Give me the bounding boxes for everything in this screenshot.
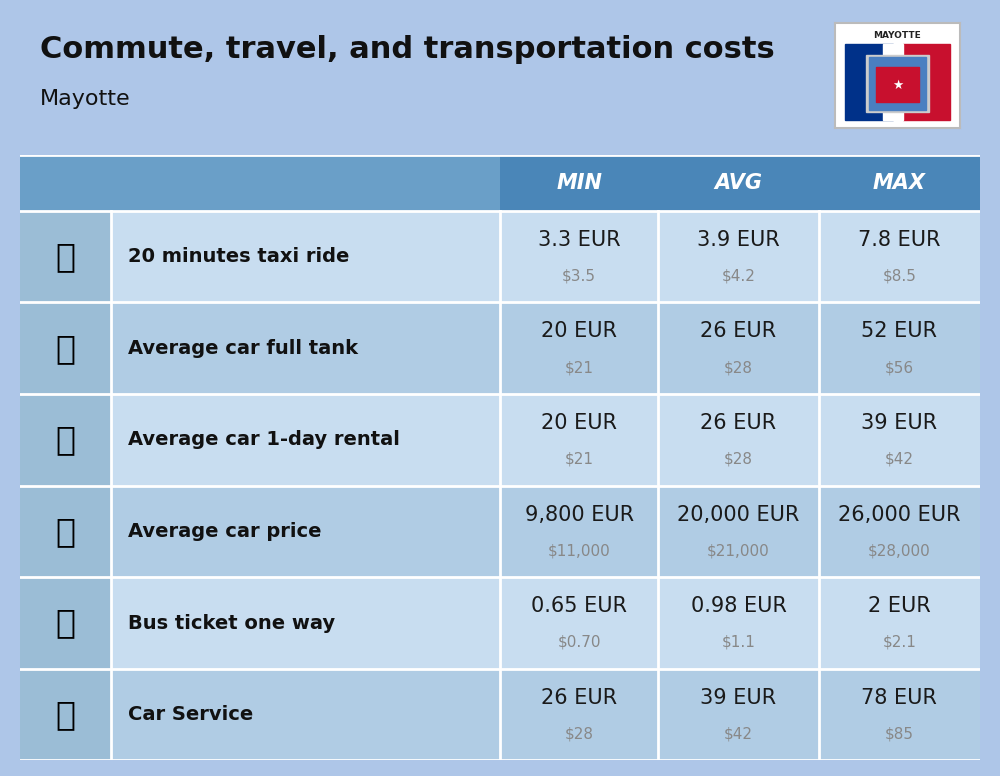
- Text: 3.9 EUR: 3.9 EUR: [697, 230, 780, 250]
- Text: $28: $28: [724, 360, 753, 375]
- Text: 🚕: 🚕: [56, 241, 76, 273]
- Text: 78 EUR: 78 EUR: [861, 688, 937, 708]
- FancyBboxPatch shape: [111, 486, 980, 577]
- Text: MAYOTTE: MAYOTTE: [874, 31, 921, 40]
- Text: $3.5: $3.5: [562, 268, 596, 283]
- Text: $1.1: $1.1: [722, 635, 755, 650]
- Text: $28,000: $28,000: [868, 543, 931, 559]
- Text: $2.1: $2.1: [882, 635, 916, 650]
- Text: 26 EUR: 26 EUR: [700, 321, 777, 341]
- Text: 2 EUR: 2 EUR: [868, 596, 931, 616]
- Text: $11,000: $11,000: [548, 543, 611, 559]
- FancyBboxPatch shape: [20, 155, 500, 211]
- FancyBboxPatch shape: [20, 303, 111, 394]
- Text: $28: $28: [565, 726, 594, 742]
- Text: $42: $42: [724, 726, 753, 742]
- FancyBboxPatch shape: [111, 211, 980, 303]
- Text: 0.98 EUR: 0.98 EUR: [691, 596, 786, 616]
- Text: $0.70: $0.70: [557, 635, 601, 650]
- Text: $8.5: $8.5: [882, 268, 916, 283]
- Text: $4.2: $4.2: [722, 268, 755, 283]
- Text: $28: $28: [724, 452, 753, 466]
- Text: 52 EUR: 52 EUR: [861, 321, 937, 341]
- Text: 🚌: 🚌: [56, 607, 76, 639]
- Text: 🚙: 🚙: [56, 424, 76, 456]
- Text: ★: ★: [892, 78, 903, 92]
- FancyBboxPatch shape: [111, 303, 980, 394]
- Text: $85: $85: [885, 726, 914, 742]
- Bar: [876, 68, 919, 102]
- Text: 0.65 EUR: 0.65 EUR: [531, 596, 627, 616]
- Text: ⛽: ⛽: [56, 332, 76, 365]
- Text: $21: $21: [565, 452, 594, 466]
- FancyBboxPatch shape: [20, 669, 111, 760]
- Bar: [866, 54, 929, 113]
- Text: $56: $56: [885, 360, 914, 375]
- FancyBboxPatch shape: [20, 211, 111, 303]
- Text: $21,000: $21,000: [707, 543, 770, 559]
- Text: 26,000 EUR: 26,000 EUR: [838, 504, 961, 525]
- Text: $21: $21: [565, 360, 594, 375]
- Bar: [845, 44, 950, 120]
- FancyBboxPatch shape: [111, 669, 980, 760]
- Text: 20 EUR: 20 EUR: [541, 413, 617, 433]
- Text: 20 minutes taxi ride: 20 minutes taxi ride: [128, 248, 350, 266]
- Text: Average car full tank: Average car full tank: [128, 339, 358, 358]
- FancyBboxPatch shape: [20, 577, 111, 669]
- Text: AVG: AVG: [715, 173, 763, 193]
- Bar: [845, 44, 893, 120]
- Text: 39 EUR: 39 EUR: [861, 413, 937, 433]
- Text: Average car price: Average car price: [128, 522, 322, 541]
- Text: Car Service: Car Service: [128, 705, 254, 724]
- FancyBboxPatch shape: [819, 155, 980, 211]
- Text: $42: $42: [885, 452, 914, 466]
- Bar: [883, 44, 902, 120]
- Bar: [902, 44, 950, 120]
- Text: 🚗: 🚗: [56, 515, 76, 548]
- FancyBboxPatch shape: [20, 486, 111, 577]
- Text: 39 EUR: 39 EUR: [700, 688, 777, 708]
- Text: 26 EUR: 26 EUR: [700, 413, 777, 433]
- Text: 🛠: 🛠: [56, 698, 76, 731]
- Text: Mayotte: Mayotte: [40, 89, 131, 109]
- Text: 7.8 EUR: 7.8 EUR: [858, 230, 941, 250]
- FancyBboxPatch shape: [111, 577, 980, 669]
- FancyBboxPatch shape: [500, 155, 658, 211]
- Text: Bus ticket one way: Bus ticket one way: [128, 614, 336, 632]
- Text: MIN: MIN: [556, 173, 602, 193]
- Bar: [869, 57, 926, 110]
- Text: 9,800 EUR: 9,800 EUR: [525, 504, 634, 525]
- Text: 3.3 EUR: 3.3 EUR: [538, 230, 621, 250]
- FancyBboxPatch shape: [20, 394, 111, 486]
- Text: 26 EUR: 26 EUR: [541, 688, 617, 708]
- Text: 20,000 EUR: 20,000 EUR: [677, 504, 800, 525]
- Text: MAX: MAX: [873, 173, 926, 193]
- FancyBboxPatch shape: [658, 155, 819, 211]
- Text: Commute, travel, and transportation costs: Commute, travel, and transportation cost…: [40, 35, 775, 64]
- Text: 20 EUR: 20 EUR: [541, 321, 617, 341]
- FancyBboxPatch shape: [111, 394, 980, 486]
- Text: Average car 1-day rental: Average car 1-day rental: [128, 431, 400, 449]
